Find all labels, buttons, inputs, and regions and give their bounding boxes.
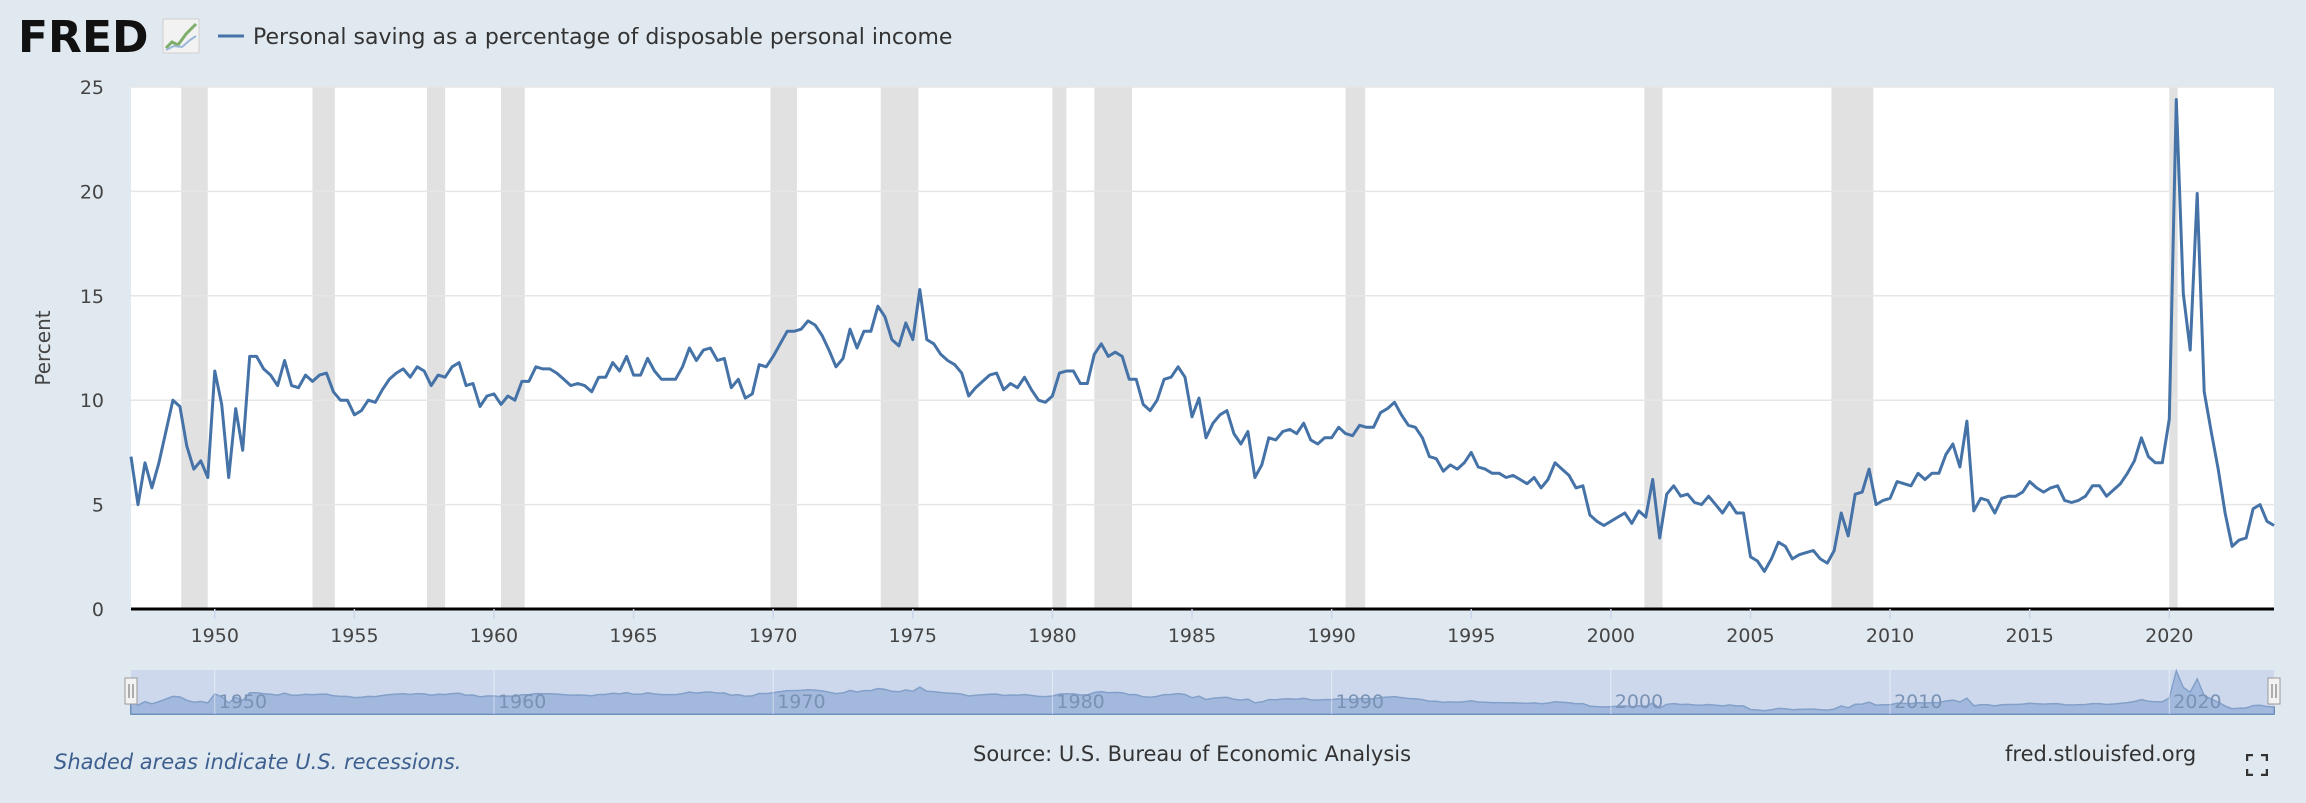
navigator-tick-label-1980: 1980	[1056, 691, 1104, 713]
navigator-ticks: 1950 1960 1970 1980 1990 2000 2010 2020	[214, 670, 2222, 714]
recession-band-1	[312, 87, 335, 609]
source-text: Source: U.S. Bureau of Economic Analysis	[973, 742, 1412, 766]
recession-band-4	[770, 87, 797, 609]
recession-band-11	[2169, 87, 2178, 609]
x-tick-label-1975: 1975	[889, 625, 937, 647]
site-link[interactable]: fred.stlouisfed.org	[2005, 742, 2197, 766]
navigator-tick-label-2000: 2000	[1615, 691, 1663, 713]
x-tick-label-2010: 2010	[1866, 625, 1914, 647]
recession-band-3	[500, 87, 525, 609]
navigator[interactable]: 1950 1960 1970 1980 1990 2000 2010 2020	[124, 668, 2281, 715]
recession-band-5	[880, 87, 919, 609]
recession-band-9	[1644, 87, 1663, 609]
navigator-tick-label-1990: 1990	[1336, 691, 1384, 713]
y-axis-title: Percent	[31, 310, 55, 385]
fred-logo[interactable]: FRED	[18, 12, 200, 63]
fred-graph-icon	[162, 18, 200, 54]
recession-band-8	[1345, 87, 1366, 609]
x-tick-label-1960: 1960	[470, 625, 518, 647]
navigator-tick-label-2020: 2020	[2173, 691, 2221, 713]
x-tick-label-1950: 1950	[191, 625, 239, 647]
navigator-left-handle[interactable]	[124, 677, 138, 705]
fullscreen-icon[interactable]	[2246, 754, 2268, 776]
x-tick-label-1965: 1965	[609, 625, 657, 647]
x-tick-label-2000: 2000	[1587, 625, 1635, 647]
recession-note: Shaded areas indicate U.S. recessions.	[54, 750, 462, 774]
navigator-mask	[131, 670, 2274, 714]
x-tick-label-1955: 1955	[330, 625, 378, 647]
y-axis-ticks: 0 5 10 15 20 25	[80, 77, 104, 621]
x-tick-label-1990: 1990	[1307, 625, 1355, 647]
x-tick-label-2015: 2015	[2006, 625, 2054, 647]
y-tick-label-25: 25	[80, 77, 104, 99]
navigator-tick-label-1950: 1950	[219, 691, 267, 713]
navigator-tick-label-1970: 1970	[777, 691, 825, 713]
x-tick-label-1995: 1995	[1447, 625, 1495, 647]
y-tick-label-10: 10	[80, 390, 104, 412]
x-tick-label-1970: 1970	[749, 625, 797, 647]
recession-bands	[181, 87, 2178, 609]
y-tick-label-0: 0	[92, 599, 104, 621]
series-line	[129, 98, 2275, 573]
navigator-tick-label-1960: 1960	[498, 691, 546, 713]
y-tick-label-5: 5	[92, 495, 104, 517]
x-tick-label-1980: 1980	[1028, 625, 1076, 647]
x-tick-label-2020: 2020	[2145, 625, 2193, 647]
navigator-right-handle[interactable]	[2267, 677, 2281, 705]
navigator-tick-label-2010: 2010	[1894, 691, 1942, 713]
legend-label: Personal saving as a percentage of dispo…	[253, 25, 952, 50]
fred-logo-text: FRED	[18, 12, 149, 63]
recession-band-6	[1052, 87, 1067, 609]
recession-band-7	[1094, 87, 1132, 609]
y-tick-label-20: 20	[80, 181, 104, 203]
x-tick-label-2005: 2005	[1726, 625, 1774, 647]
legend[interactable]: Personal saving as a percentage of dispo…	[218, 25, 952, 50]
recession-band-2	[426, 87, 446, 609]
x-axis-ticks: 1950 1955 1960 1965 1970 1975 1980 1985 1990 1995…	[191, 609, 2193, 647]
x-tick-label-1985: 1985	[1168, 625, 1216, 647]
y-tick-label-15: 15	[80, 286, 104, 308]
plot-area	[131, 87, 2274, 609]
recession-band-0	[181, 87, 208, 609]
grid-lines	[131, 86, 2274, 506]
